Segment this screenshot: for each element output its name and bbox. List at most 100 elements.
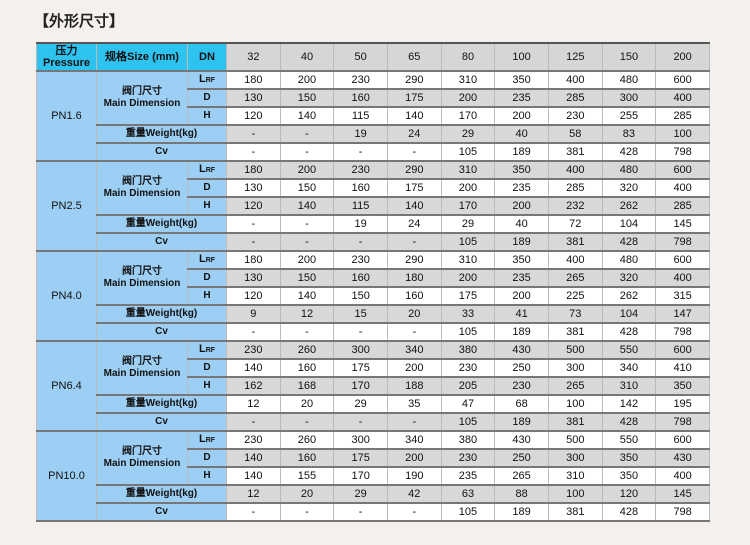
value-cell: 428 <box>601 413 657 432</box>
value-cell: 500 <box>547 341 603 360</box>
value-cell: 380 <box>440 431 496 450</box>
value-cell: 105 <box>440 503 496 522</box>
value-cell: 189 <box>494 143 549 162</box>
value-cell: - <box>333 503 388 522</box>
value-cell: 381 <box>547 323 603 342</box>
value-cell: - <box>279 125 335 144</box>
value-cell: 170 <box>333 467 388 486</box>
value-cell: 230 <box>226 341 281 360</box>
pressure-header: 压力 Pressure <box>36 43 97 72</box>
value-cell: 200 <box>440 269 496 288</box>
table-row-h: H 120 140 115 140 170 200 230 255 285 <box>37 107 710 126</box>
weight-label: 重量Weight(kg) <box>96 395 227 414</box>
value-cell: 130 <box>226 179 281 198</box>
value-cell: 140 <box>279 107 335 126</box>
main-dimension-label: 阀门尺寸 Main Dimension <box>96 431 188 486</box>
value-cell: 350 <box>601 449 657 468</box>
value-cell: 19 <box>333 215 388 234</box>
main-dimension-label: 阀门尺寸 Main Dimension <box>96 71 188 126</box>
value-cell: 63 <box>440 485 496 504</box>
value-cell: 175 <box>440 287 496 306</box>
value-cell: 140 <box>386 107 442 126</box>
value-cell: 265 <box>547 377 603 396</box>
main-dimension-cn: 阀门尺寸 <box>122 356 162 367</box>
value-cell: 380 <box>440 341 496 360</box>
value-cell: 189 <box>494 323 549 342</box>
table-row-d: D 130 150 160 175 200 235 285 300 400 <box>37 89 710 108</box>
value-cell: 340 <box>601 359 657 378</box>
value-cell: 68 <box>494 395 549 414</box>
cv-label: Cv <box>96 323 227 342</box>
table-row-cv: Cv - - - -105 189 381 428 798 <box>37 323 710 342</box>
value-cell: 798 <box>655 323 710 342</box>
value-cell: 400 <box>547 161 603 180</box>
value-cell: 140 <box>226 449 281 468</box>
value-cell: 200 <box>279 251 335 270</box>
value-cell: 180 <box>226 161 281 180</box>
table-row-lrf: PN2.5 阀门尺寸 Main Dimension LRF 180 200 230 290 31… <box>36 161 710 252</box>
value-cell: 180 <box>226 251 281 270</box>
pressure-cell: PN6.4 <box>36 341 97 432</box>
value-cell: 140 <box>226 467 281 486</box>
dimension-lrf-label: LRF <box>187 161 227 180</box>
dimension-h-label: H <box>187 107 227 126</box>
value-cell: 189 <box>494 413 549 432</box>
pressure-header-cn: 压力 <box>55 45 78 57</box>
value-cell: 300 <box>601 89 657 108</box>
value-cell: 480 <box>601 71 657 90</box>
value-cell: 58 <box>547 125 603 144</box>
value-cell: 105 <box>440 323 496 342</box>
value-cell: 310 <box>440 161 496 180</box>
dimension-lrf-label: LRF <box>187 71 227 90</box>
size-header-cell: 50 <box>333 43 388 72</box>
value-cell: 200 <box>386 449 442 468</box>
header-row: 压力 Pressure 规格Size (mm) DN 32 40 50 65 80 100 1… <box>36 43 710 72</box>
dimension-lrf-label: LRF <box>187 431 227 450</box>
dimension-d-label: D <box>187 179 227 198</box>
value-cell: - <box>333 323 388 342</box>
value-cell: 300 <box>547 449 603 468</box>
value-cell: 140 <box>226 359 281 378</box>
value-cell: 600 <box>655 431 710 450</box>
value-cell: 798 <box>655 233 710 252</box>
value-cell: 12 <box>226 395 281 414</box>
size-header-cell: 65 <box>386 43 442 72</box>
weight-label: 重量Weight(kg) <box>96 485 227 504</box>
value-cell: 400 <box>547 71 603 90</box>
value-cell: 170 <box>440 107 496 126</box>
value-cell: 235 <box>494 179 549 198</box>
value-cell: 150 <box>333 287 388 306</box>
table-row-cv: Cv - - - -105 189 381 428 798 <box>37 413 710 432</box>
value-cell: 350 <box>655 377 710 396</box>
main-dimension-cn: 阀门尺寸 <box>122 86 162 97</box>
value-cell: 200 <box>494 107 549 126</box>
value-cell: 175 <box>333 449 388 468</box>
value-cell: 260 <box>279 431 335 450</box>
table-row-weight: 重量Weight(kg) - -19 24 29 40 58 83 100 <box>37 125 710 144</box>
size-header-cell: 150 <box>601 43 657 72</box>
value-cell: 262 <box>601 287 657 306</box>
value-cell: 480 <box>601 251 657 270</box>
value-cell: 105 <box>440 143 496 162</box>
size-header-cell: 40 <box>279 43 335 72</box>
value-cell: 160 <box>333 179 388 198</box>
pressure-cell: PN1.6 <box>36 71 97 162</box>
value-cell: 200 <box>440 89 496 108</box>
value-cell: 140 <box>279 287 335 306</box>
value-cell: 104 <box>601 305 657 324</box>
value-cell: 400 <box>547 251 603 270</box>
main-dimension-cn: 阀门尺寸 <box>122 446 162 457</box>
table-row-cv: Cv - - - -105 189 381 428 798 <box>37 503 710 522</box>
value-cell: 160 <box>279 449 335 468</box>
value-cell: 145 <box>655 215 710 234</box>
value-cell: 180 <box>226 71 281 90</box>
cv-label: Cv <box>96 143 227 162</box>
value-cell: 140 <box>386 197 442 216</box>
value-cell: 20 <box>386 305 442 324</box>
value-cell: 155 <box>279 467 335 486</box>
table-row-weight: 重量Weight(kg) 12 20 29 42 63 88 100 120 145 <box>37 485 710 504</box>
value-cell: 40 <box>494 215 549 234</box>
value-cell: 175 <box>386 179 442 198</box>
size-header-cell: 32 <box>226 43 281 72</box>
table-row-d: D 130 150 160 175 200 235 285 320 400 <box>37 179 710 198</box>
